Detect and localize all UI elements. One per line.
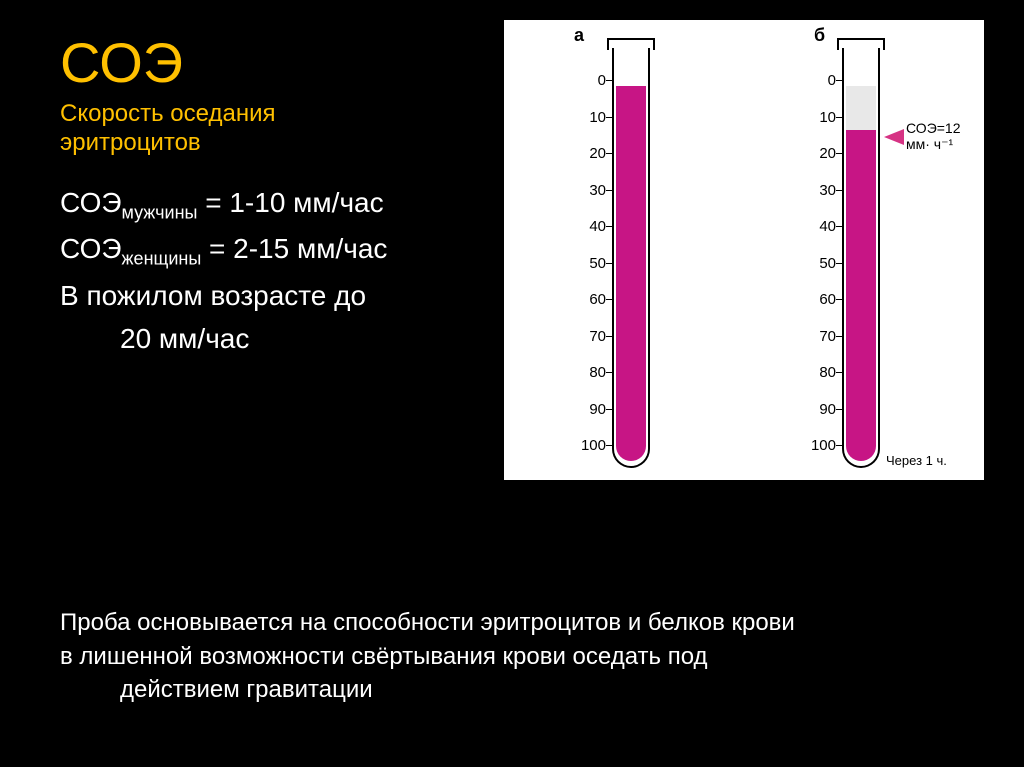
tube-label-a: а — [574, 25, 584, 46]
arrow-icon — [884, 129, 904, 145]
scale-tick — [836, 153, 842, 154]
time-label: Через 1 ч. — [886, 453, 947, 468]
blood-column-a — [616, 86, 646, 461]
scale-tick — [836, 445, 842, 446]
scale-tick — [836, 190, 842, 191]
scale-tick — [836, 372, 842, 373]
scale-tick — [836, 226, 842, 227]
tube-a — [612, 48, 650, 468]
tube-b — [842, 48, 880, 468]
scale-value: 20 — [806, 145, 836, 162]
scale-tick — [606, 226, 612, 227]
scale-value: 100 — [806, 437, 836, 454]
scale-tick — [606, 190, 612, 191]
scale-tick — [836, 336, 842, 337]
scale-tick — [836, 409, 842, 410]
footer-text: Проба основывается на способности эритро… — [60, 606, 964, 707]
blood-column-b — [846, 130, 876, 461]
scale-tick — [606, 409, 612, 410]
scale-tick — [836, 117, 842, 118]
scale-tick — [606, 263, 612, 264]
scale-tick — [606, 117, 612, 118]
scale-value: 10 — [576, 109, 606, 126]
scale-value: 100 — [576, 437, 606, 454]
slide-container: СОЭ Скорость оседания эритроцитов СОЭмуж… — [0, 0, 1024, 767]
scale-value: 40 — [806, 218, 836, 235]
scale-tick — [606, 336, 612, 337]
scale-value: 50 — [806, 255, 836, 272]
scale-tick — [606, 80, 612, 81]
scale-value: 30 — [576, 182, 606, 199]
scale-value: 10 — [806, 109, 836, 126]
scale-tick — [836, 80, 842, 81]
scale-tick — [606, 445, 612, 446]
scale-value: 80 — [576, 364, 606, 381]
plasma-column-b — [846, 86, 876, 130]
diagram-container: а б 0 10 20 30 40 50 60 70 80 90 100 0 10 20 30 40 50 60… — [504, 20, 984, 480]
scale-value: 70 — [806, 328, 836, 345]
scale-value: 30 — [806, 182, 836, 199]
scale-value: 40 — [576, 218, 606, 235]
scale-value: 60 — [806, 291, 836, 308]
scale-value: 90 — [806, 401, 836, 418]
scale-tick — [836, 263, 842, 264]
scale-value: 50 — [576, 255, 606, 272]
scale-tick — [836, 299, 842, 300]
scale-value: 80 — [806, 364, 836, 381]
scale-tick — [606, 299, 612, 300]
scale-value: 0 — [576, 72, 606, 89]
scale-value: 90 — [576, 401, 606, 418]
scale-value: 60 — [576, 291, 606, 308]
esr-annotation: СОЭ=12 мм· ч⁻¹ — [884, 120, 984, 153]
scale-value: 0 — [806, 72, 836, 89]
tube-label-b: б — [814, 25, 825, 46]
scale-value: 70 — [576, 328, 606, 345]
scale-tick — [606, 372, 612, 373]
scale-value: 20 — [576, 145, 606, 162]
annotation-text: СОЭ=12 мм· ч⁻¹ — [906, 120, 984, 153]
scale-tick — [606, 153, 612, 154]
